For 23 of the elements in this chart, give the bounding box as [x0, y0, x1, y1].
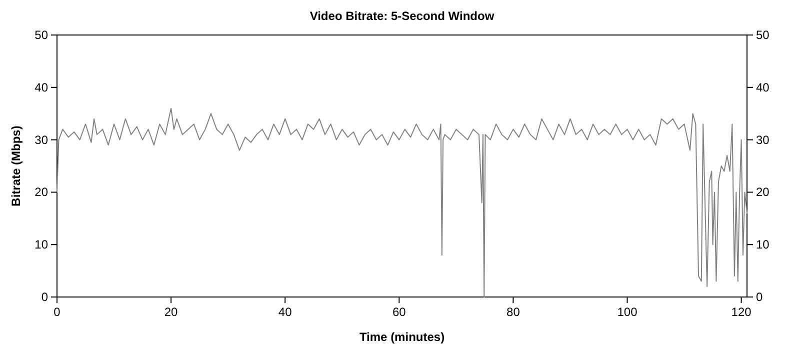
y2-tick-label: 40 — [756, 80, 770, 94]
x-axis-title: Time (minutes) — [359, 330, 445, 344]
x-tick-label: 100 — [617, 305, 638, 319]
chart-title: Video Bitrate: 5-Second Window — [310, 9, 495, 23]
y-tick-label: 10 — [34, 238, 48, 252]
y2-tick-label: 20 — [756, 185, 770, 200]
x-tick-label: 20 — [164, 305, 178, 319]
y-tick-label: 50 — [34, 28, 48, 42]
y2-tick-label: 50 — [756, 28, 770, 42]
line-series — [56, 108, 748, 298]
y2-tick-label: 30 — [756, 132, 770, 147]
y-tick-label: 0 — [41, 290, 48, 304]
y2-tick-label: 10 — [756, 238, 770, 252]
y-tick-label: 20 — [34, 185, 48, 200]
x-tick-label: 120 — [731, 305, 752, 319]
x-tick-label: 80 — [506, 305, 520, 319]
x-tick-label: 0 — [54, 305, 61, 319]
y-axis-title: Bitrate (Mbps) — [9, 126, 23, 206]
x-tick-label: 60 — [392, 305, 406, 319]
y2-tick-label: 0 — [756, 290, 763, 304]
y-tick-label: 40 — [34, 80, 48, 94]
x-tick-label: 40 — [278, 305, 292, 319]
y-tick-label: 30 — [34, 132, 48, 147]
